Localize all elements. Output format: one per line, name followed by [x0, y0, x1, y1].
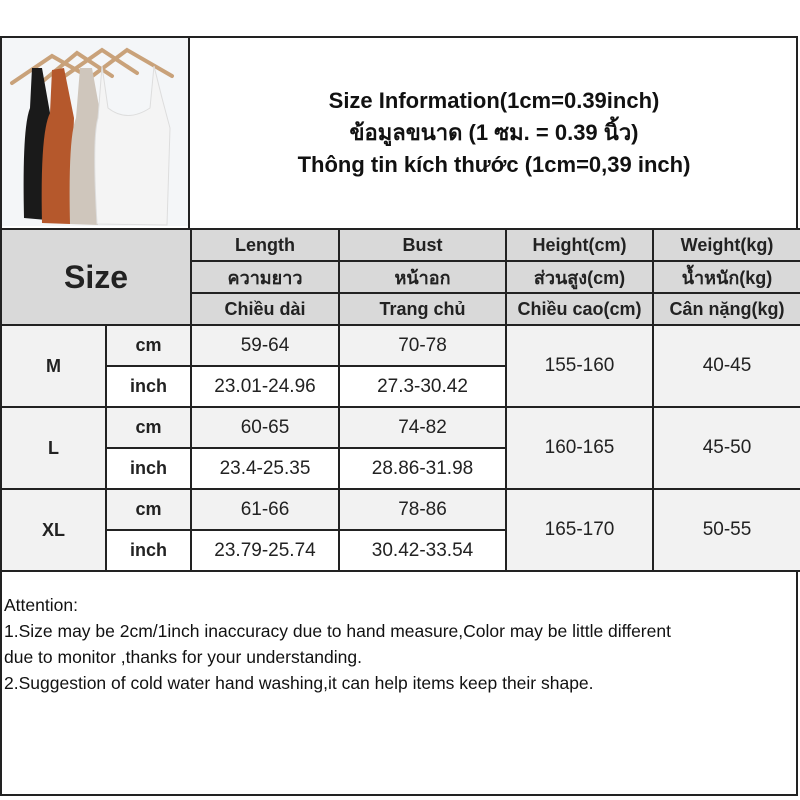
info-title-en: Size Information(1cm=0.39inch) [328, 88, 660, 113]
table-row: inch 23.01-24.96 27.3-30.42 [1, 365, 800, 408]
attention-title: Attention: [4, 595, 78, 615]
size-info-header: Size Information(1cm=0.39inch) ข้อมูลขนา… [190, 38, 798, 228]
size-label: M [0, 324, 107, 408]
header-bust-vi: Trang chủ [338, 292, 507, 326]
length-cm: 60-65 [190, 406, 340, 449]
table-row: M cm 59-64 70-78 155-160 40-45 [0, 324, 800, 408]
header-height-vi: Chiều cao(cm) [505, 292, 654, 326]
table-row: inch 23.79-25.74 30.42-33.54 [1, 529, 800, 572]
weight-value: 45-50 [652, 406, 800, 490]
height-value: 155-160 [505, 324, 654, 408]
unit-inch: inch [105, 365, 192, 408]
length-inch: 23.01-24.96 [190, 365, 340, 408]
info-title-vi: Thông tin kích thước (1cm=0,39 inch) [297, 152, 691, 177]
bust-inch: 28.86-31.98 [338, 447, 507, 490]
length-cm: 59-64 [190, 324, 340, 367]
unit-cm: cm [105, 488, 192, 531]
table-row: L cm 60-65 74-82 160-165 45-50 [0, 406, 800, 490]
length-inch: 23.79-25.74 [190, 529, 340, 572]
header-bust: Bust [338, 228, 507, 262]
header-length: Length [190, 228, 340, 262]
attention-notes: Attention: 1.Size may be 2cm/1inch inacc… [4, 592, 794, 696]
bust-inch: 30.42-33.54 [338, 529, 507, 572]
attention-note-2: 2.Suggestion of cold water hand washing,… [4, 673, 594, 693]
bust-cm: 78-86 [338, 488, 507, 531]
header-weight: Weight(kg) [652, 228, 800, 262]
length-cm: 61-66 [190, 488, 340, 531]
attention-note-1-cont: due to monitor ,thanks for your understa… [4, 647, 362, 667]
unit-inch: inch [105, 447, 192, 490]
header-weight-vi: Cân nặng(kg) [652, 292, 800, 326]
bust-inch: 27.3-30.42 [338, 365, 507, 408]
table-row: inch 23.4-25.35 28.86-31.98 [1, 447, 800, 490]
table-row: XL cm 61-66 78-86 165-170 50-55 [0, 488, 800, 572]
header-height-th: ส่วนสูง(cm) [505, 260, 654, 294]
header-bust-th: หน้าอก [338, 260, 507, 294]
size-label: L [0, 406, 107, 490]
height-value: 165-170 [505, 488, 654, 572]
header-length-th: ความยาว [190, 260, 340, 294]
height-value: 160-165 [505, 406, 654, 490]
header-weight-th: น้ำหนัก(kg) [652, 260, 800, 294]
product-photo [2, 38, 188, 226]
bust-cm: 74-82 [338, 406, 507, 449]
divider [188, 36, 190, 228]
bust-cm: 70-78 [338, 324, 507, 367]
header-length-vi: Chiều dài [190, 292, 340, 326]
size-label: XL [0, 488, 107, 572]
header-height: Height(cm) [505, 228, 654, 262]
attention-note-1: 1.Size may be 2cm/1inch inaccuracy due t… [4, 621, 671, 641]
unit-cm: cm [105, 406, 192, 449]
info-title-th: ข้อมูลขนาด (1 ซม. = 0.39 นิ้ว) [349, 120, 639, 145]
size-table: Size Length Bust Height(cm) Weight(kg) ค… [0, 228, 800, 572]
weight-value: 50-55 [652, 488, 800, 572]
length-inch: 23.4-25.35 [190, 447, 340, 490]
unit-cm: cm [105, 324, 192, 367]
size-header: Size [0, 228, 192, 326]
unit-inch: inch [105, 529, 192, 572]
weight-value: 40-45 [652, 324, 800, 408]
